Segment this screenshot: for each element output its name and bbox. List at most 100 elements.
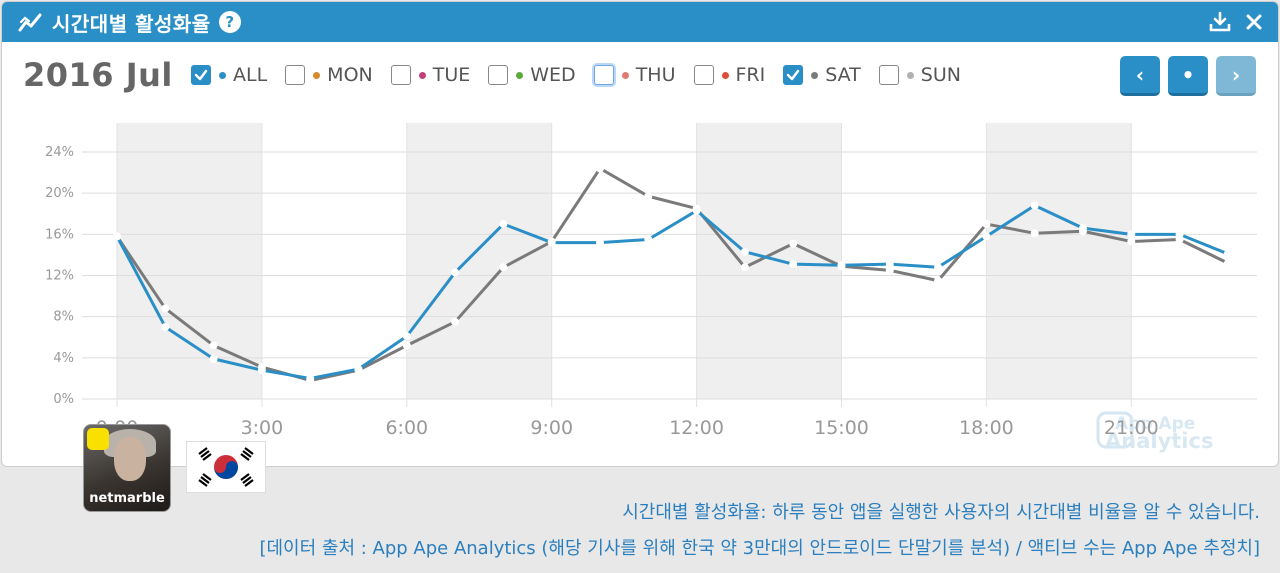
data-point-center — [935, 264, 941, 270]
data-point-center — [1128, 238, 1134, 245]
caption-source: [데이터 출처 : App Ape Analytics (해당 기사를 위해 한… — [259, 538, 1260, 559]
legend-item-fri[interactable]: FRI — [693, 64, 766, 86]
activity-widget: 시간대별 활성화율 ? 2016 Jul ALL MON TUE WED THU FRI S… — [1, 1, 1279, 467]
data-point-center — [404, 342, 410, 349]
data-point-center — [1177, 236, 1183, 243]
data-point-center — [742, 264, 748, 270]
legend-checkbox-all[interactable] — [191, 65, 211, 85]
legend-item-all[interactable]: ALL — [191, 64, 267, 86]
data-point-center — [500, 221, 506, 227]
data-point-center — [307, 375, 313, 382]
period-label: 2016 Jul — [23, 56, 173, 94]
watermark-line1: App Ape — [1115, 414, 1195, 434]
data-point-center — [162, 324, 168, 330]
x-tick-label: 6:00 — [385, 417, 428, 439]
y-tick-label: 24% — [45, 145, 74, 160]
legend-label: MON — [327, 64, 373, 86]
korea-flag-icon — [186, 441, 266, 493]
data-point-center — [983, 233, 990, 239]
app-icon: netmarble — [83, 424, 171, 512]
x-tick-label: 12:00 — [669, 417, 724, 439]
x-tick-label: 15:00 — [814, 417, 869, 439]
x-tick-label: 3:00 — [241, 417, 284, 439]
legend-item-sat[interactable]: SAT — [783, 64, 861, 86]
legend-item-thu[interactable]: THU — [593, 64, 676, 86]
data-point-center — [549, 239, 555, 246]
shaded-band — [696, 123, 842, 399]
caption-description: 시간대별 활성화율: 하루 동안 앱을 실행한 사용자의 시간대별 비율을 알 … — [622, 502, 1260, 523]
legend-label: ALL — [233, 64, 268, 86]
current-period-button[interactable]: • — [1168, 56, 1208, 96]
legend-label: TUE — [432, 64, 471, 86]
legend-checkbox-thu[interactable] — [593, 65, 614, 85]
kakao-badge-icon — [87, 428, 109, 450]
data-point-center — [452, 269, 458, 276]
shaded-band — [117, 123, 262, 399]
trend-icon — [18, 13, 42, 32]
legend-color-dot — [313, 71, 321, 79]
legend-checkbox-sat[interactable] — [783, 65, 804, 85]
legend-label: SUN — [920, 64, 961, 86]
legend-color-dot — [516, 71, 524, 79]
legend-label: FRI — [735, 64, 766, 86]
data-point-center — [1032, 230, 1038, 236]
legend-label: SAT — [825, 64, 861, 86]
legend-item-wed[interactable]: WED — [488, 64, 576, 86]
help-icon[interactable]: ? — [218, 11, 241, 33]
legend-checkbox-tue[interactable] — [390, 65, 411, 85]
data-point-center — [887, 267, 893, 273]
close-icon[interactable] — [1242, 10, 1266, 34]
next-period-button[interactable]: › — [1216, 56, 1256, 96]
y-tick-label: 20% — [45, 186, 74, 201]
data-point-center — [694, 208, 700, 214]
watermark-logo-icon — [1096, 411, 1134, 449]
data-point-center — [404, 333, 410, 339]
legend-item-mon[interactable]: MON — [285, 64, 373, 86]
widget-title: 시간대별 활성화율 — [52, 11, 211, 36]
widget-header: 시간대별 활성화율 ? — [2, 2, 1278, 42]
activity-line-chart: 0%4%8%12%16%20%24%App ApeAnalytics0:003:… — [45, 123, 1257, 453]
data-point-center — [742, 249, 748, 255]
legend-checkbox-fri[interactable] — [693, 65, 714, 85]
data-point-center — [259, 367, 265, 373]
period-nav: ‹ • › — [1120, 56, 1256, 96]
legend-color-dot — [721, 71, 729, 79]
data-point-center — [1128, 231, 1134, 237]
data-point-center — [162, 305, 168, 312]
legend-label: THU — [635, 64, 676, 86]
legend-item-sun[interactable]: SUN — [878, 64, 961, 86]
shaded-band — [406, 123, 552, 399]
download-icon[interactable] — [1208, 10, 1232, 34]
x-tick-label: 21:00 — [1104, 417, 1159, 439]
data-point-center — [452, 319, 458, 325]
shaded-band — [986, 123, 1132, 399]
data-point-center — [645, 193, 651, 199]
watermark-line2: Analytics — [1105, 429, 1213, 453]
y-tick-label: 16% — [45, 227, 74, 242]
legend-color-dot — [418, 71, 426, 79]
data-point-center — [355, 366, 362, 372]
data-point-center — [645, 236, 651, 243]
legend-color-dot — [621, 71, 629, 79]
legend-checkbox-mon[interactable] — [285, 65, 306, 85]
prev-period-button[interactable]: ‹ — [1120, 56, 1160, 96]
series-legend: ALL MON TUE WED THU FRI SAT SUN — [191, 64, 979, 86]
legend-color-dot — [811, 71, 819, 79]
data-point-center — [1032, 202, 1038, 209]
data-point-center — [500, 264, 506, 270]
legend-checkbox-sun[interactable] — [878, 65, 899, 85]
data-point-center — [1177, 231, 1183, 237]
x-tick-label: 18:00 — [959, 417, 1014, 439]
data-point-center — [935, 278, 941, 284]
legend-item-tue[interactable]: TUE — [390, 64, 471, 86]
data-point-center — [790, 240, 796, 247]
y-tick-label: 4% — [53, 351, 74, 366]
series-line-all — [115, 204, 1229, 380]
y-tick-label: 0% — [53, 392, 74, 407]
legend-color-dot — [906, 71, 914, 79]
data-point-center — [597, 239, 603, 246]
x-tick-label: 9:00 — [530, 417, 573, 439]
data-point-center — [1225, 260, 1231, 266]
y-tick-label: 12% — [45, 269, 74, 284]
legend-checkbox-wed[interactable] — [488, 65, 509, 85]
